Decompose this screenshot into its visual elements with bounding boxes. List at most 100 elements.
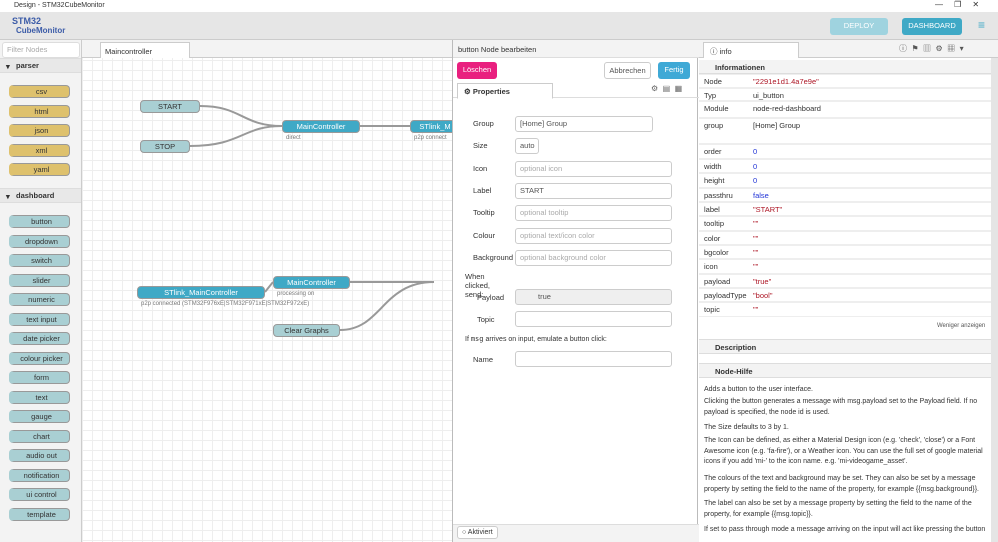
tab-icons[interactable]: ⚙ ▤ ▦ xyxy=(651,84,683,93)
info-value: "" xyxy=(753,248,759,257)
info-key: passthru xyxy=(704,191,733,200)
palette-node[interactable]: colour picker xyxy=(9,351,70,365)
flow-node[interactable]: START xyxy=(140,100,200,113)
category-header[interactable]: ▾ xyxy=(0,188,81,203)
info-key: Node xyxy=(704,77,722,86)
help-paragraph: The Size defaults to 3 by 1. xyxy=(704,424,789,431)
done-button[interactable]: Fertig xyxy=(658,62,690,79)
field-input[interactable]: auto xyxy=(515,138,539,155)
palette-node[interactable]: gauge xyxy=(9,410,70,423)
cancel-button[interactable]: Abbrechen xyxy=(604,62,651,79)
sidebar-icons[interactable]: ⓘ ⚑ ▥ ⚙ ▦ ▾ xyxy=(899,44,964,53)
palette-node[interactable]: switch xyxy=(9,254,70,267)
properties-tab[interactable]: ⚙ Properties xyxy=(457,83,553,99)
topic-input[interactable] xyxy=(515,311,672,327)
flow-node[interactable]: STlink_MainController xyxy=(137,286,265,299)
info-key: height xyxy=(704,176,725,185)
info-value: [Home] Group xyxy=(753,121,801,130)
filter[interactable]: Filter Nodes xyxy=(2,42,80,58)
payload-input[interactable]: true xyxy=(515,289,672,305)
node-status: p2p connect xyxy=(414,135,447,141)
field-label: Payload xyxy=(477,293,505,302)
info-key: tooltip xyxy=(704,219,725,228)
palette-node[interactable]: notification xyxy=(9,468,70,482)
palette-node[interactable]: slider xyxy=(9,273,70,287)
tab-label: info xyxy=(719,47,732,56)
info-value: false xyxy=(753,191,769,200)
palette-node[interactable]: text input xyxy=(9,312,70,326)
palette-node[interactable]: button xyxy=(9,215,70,228)
category-header[interactable]: ▾ xyxy=(0,58,81,73)
flow-node[interactable]: MainController xyxy=(273,276,350,289)
row-line xyxy=(699,302,991,317)
palette-node[interactable]: csv xyxy=(9,85,70,98)
help-paragraph: The colours of the text and background m… xyxy=(704,475,979,493)
field-input[interactable]: optional icon xyxy=(515,160,672,177)
info-key: width xyxy=(704,162,722,171)
palette-node[interactable]: ui control xyxy=(9,488,70,501)
palette-node[interactable]: chart xyxy=(9,429,70,443)
field-label: Icon xyxy=(473,163,488,173)
flow-node[interactable]: STOP xyxy=(140,140,190,153)
field-label: Tooltip xyxy=(473,208,495,218)
section-header[interactable]: Description xyxy=(699,339,991,354)
palette-node[interactable]: yaml xyxy=(9,163,70,176)
section-header[interactable]: Node-Hilfe xyxy=(699,363,991,378)
flow-node[interactable]: Clear Graphs xyxy=(273,324,340,337)
info-value: "START" xyxy=(753,205,783,214)
workspace: Maincontroller START STOP MainController di… xyxy=(82,40,460,542)
info-key: Typ xyxy=(704,91,717,100)
info-key: group xyxy=(704,121,724,130)
palette-node[interactable]: audio out xyxy=(9,449,70,462)
header: STM32 CubeMonitor DEPLOY DASHBOARD ≡ xyxy=(0,12,998,40)
row-line xyxy=(699,159,991,173)
wires xyxy=(189,105,435,331)
text: If xyxy=(465,336,471,343)
title-bar: Design - STM32CubeMonitor — ❐ ✕ xyxy=(0,0,998,12)
window-controls[interactable]: — ❐ ✕ xyxy=(935,0,980,9)
flow-node[interactable]: MainController xyxy=(282,120,360,133)
palette-node[interactable]: template xyxy=(9,507,70,521)
delete-button[interactable]: Löschen xyxy=(457,62,497,79)
row-line xyxy=(699,288,991,302)
name-input[interactable] xyxy=(515,351,672,367)
palette-node[interactable]: xml xyxy=(9,143,70,157)
field-input[interactable]: [Home] Group xyxy=(515,116,653,132)
field-input[interactable]: optional text/icon color xyxy=(515,227,672,244)
field-input[interactable]: optional tooltip xyxy=(515,205,672,222)
palette-node[interactable]: text xyxy=(9,390,70,404)
field-label: Label xyxy=(473,185,492,195)
info-value: ui_button xyxy=(753,91,784,100)
less-link[interactable]: Weniger anzeigen xyxy=(937,323,986,329)
info-key: icon xyxy=(704,262,718,271)
menu[interactable]: ≡ xyxy=(978,18,986,32)
field-input[interactable]: optional background color xyxy=(515,249,672,266)
palette-node[interactable]: date picker xyxy=(9,332,70,345)
info-key: Module xyxy=(704,104,729,113)
deploy-button[interactable]: DEPLOY xyxy=(830,18,888,35)
help-paragraph: The Icon can be defined, as either a Mat… xyxy=(704,437,983,465)
palette-node[interactable]: numeric xyxy=(9,293,70,306)
info-value: "2291e1d1.4a7e9e" xyxy=(753,77,819,86)
field-label: Topic xyxy=(477,315,495,324)
palette-node[interactable]: dropdown xyxy=(9,234,70,248)
text: arrives on input, emulate a button click… xyxy=(483,336,607,343)
dashboard-button[interactable]: DASHBOARD xyxy=(902,18,962,35)
palette-node[interactable]: html xyxy=(9,104,70,118)
text: msg xyxy=(470,335,484,343)
emulate-label: If msg arrives on input, emulate a butto… xyxy=(465,335,607,343)
row-line xyxy=(699,144,991,159)
row-line xyxy=(699,216,991,231)
enabled-toggle[interactable]: ○ Aktiviert xyxy=(457,526,498,539)
row-line xyxy=(699,118,991,144)
palette-node[interactable]: form xyxy=(9,371,70,384)
flow-tab[interactable]: Maincontroller xyxy=(100,42,190,58)
info-tab[interactable]: ⓘ info xyxy=(703,42,799,58)
field-input[interactable]: START xyxy=(515,182,672,199)
palette: Filter Nodes ▾ parser csv html json xml yaml ▾… xyxy=(0,40,82,542)
enabled-label: Aktiviert xyxy=(467,529,493,536)
row-line xyxy=(699,88,991,101)
palette-node[interactable]: json xyxy=(9,124,70,137)
node-status: direct xyxy=(286,135,301,141)
